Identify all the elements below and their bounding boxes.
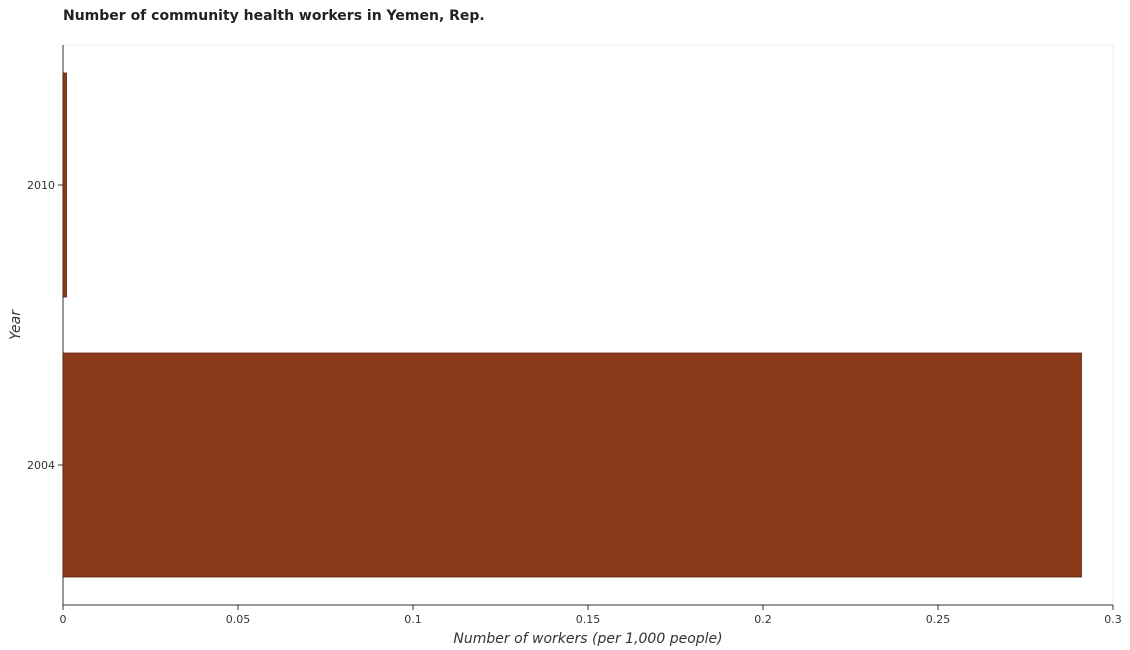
bar-2010 (62, 72, 67, 298)
x-tick-label: 0.15 (576, 613, 601, 626)
y-tick-label: 2010 (27, 179, 55, 192)
y-axis-label: Year (8, 309, 24, 340)
x-tick-label: 0.2 (754, 613, 772, 626)
x-tick-label: 0.3 (1104, 613, 1122, 626)
y-tick-label: 2004 (27, 459, 55, 472)
chart-title: Number of community health workers in Ye… (63, 8, 485, 24)
x-tick-label: 0.1 (404, 613, 422, 626)
x-tick-label: 0.05 (226, 613, 251, 626)
bar-2004 (62, 352, 1082, 578)
x-tick-label: 0.25 (926, 613, 951, 626)
x-tick-label: 0 (60, 613, 67, 626)
x-axis-label: Number of workers (per 1,000 people) (453, 631, 722, 647)
